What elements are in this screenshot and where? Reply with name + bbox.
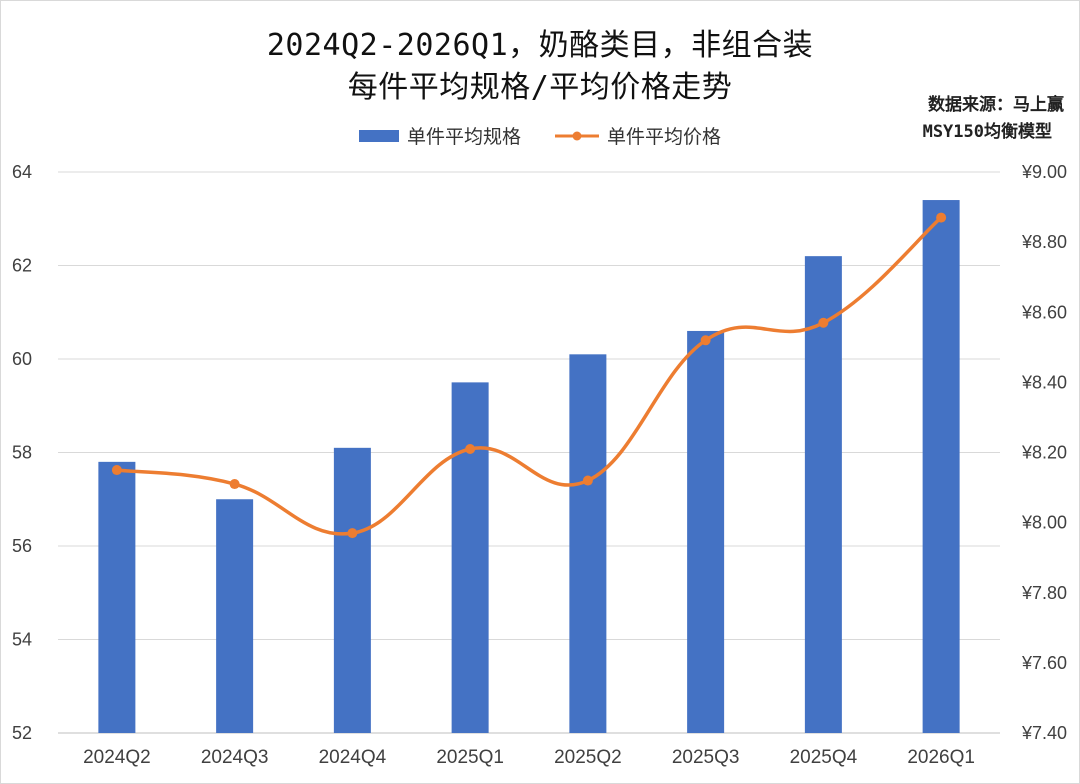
chart-title-line1: 2024Q2-2026Q1，奶酪类目，非组合装: [266, 28, 814, 63]
bar: [687, 330, 725, 733]
left-tick-label: 52: [12, 723, 32, 743]
right-tick-label: ¥8.00: [1021, 513, 1067, 533]
bar: [333, 447, 371, 733]
x-tick-label: 2025Q2: [554, 747, 622, 768]
price-point: [936, 212, 947, 223]
legend-line-swatch: [555, 131, 599, 140]
right-tick-label: ¥8.40: [1021, 372, 1067, 392]
price-point: [229, 479, 240, 490]
left-tick-label: 56: [12, 536, 32, 556]
x-tick-label: 2024Q3: [201, 747, 269, 768]
right-tick-label: ¥7.60: [1021, 653, 1067, 673]
legend-bar-label: 单件平均规格: [406, 126, 521, 148]
price-point: [818, 317, 829, 328]
bar: [922, 200, 960, 734]
price-line: [115, 215, 943, 536]
legend-item-line: 单件平均价格: [555, 122, 721, 149]
bar: [804, 256, 842, 733]
model-label: MSY150均衡模型: [922, 122, 1052, 142]
price-point: [347, 528, 358, 539]
right-tick-label: ¥8.80: [1021, 232, 1067, 252]
price-point: [465, 443, 476, 454]
left-tick-label: 58: [12, 443, 32, 463]
bar: [216, 499, 254, 733]
x-tick-label: 2025Q1: [436, 747, 504, 768]
x-tick-label: 2025Q4: [790, 747, 858, 768]
source-label: 数据来源：马上赢: [928, 95, 1064, 115]
price-point: [111, 465, 122, 476]
right-tick-label: ¥9.00: [1021, 162, 1067, 182]
price-point: [582, 475, 593, 486]
right-tick-label: ¥8.20: [1021, 443, 1067, 463]
bar: [98, 461, 136, 733]
price-point: [700, 335, 711, 346]
left-tick-label: 60: [12, 349, 32, 369]
bar: [569, 354, 607, 733]
legend-line-label: 单件平均价格: [607, 126, 722, 148]
legend: 单件平均规格 单件平均价格: [0, 122, 1080, 149]
legend-item-bar: 单件平均规格: [358, 122, 521, 149]
legend-bar-swatch: [358, 129, 399, 142]
right-tick-label: ¥8.60: [1021, 302, 1067, 322]
chart-title-line2: 每件平均规格/平均价格走势: [347, 70, 733, 105]
x-tick-label: 2025Q3: [672, 747, 740, 768]
x-tick-label: 2024Q2: [83, 747, 151, 768]
right-tick-label: ¥7.40: [1021, 723, 1067, 743]
right-tick-label: ¥7.80: [1021, 583, 1067, 603]
left-tick-label: 62: [12, 256, 32, 276]
x-tick-label: 2026Q1: [907, 747, 975, 768]
bar: [451, 382, 489, 733]
left-tick-label: 54: [12, 630, 32, 650]
x-tick-label: 2024Q4: [319, 747, 387, 768]
left-tick-label: 64: [12, 162, 32, 182]
